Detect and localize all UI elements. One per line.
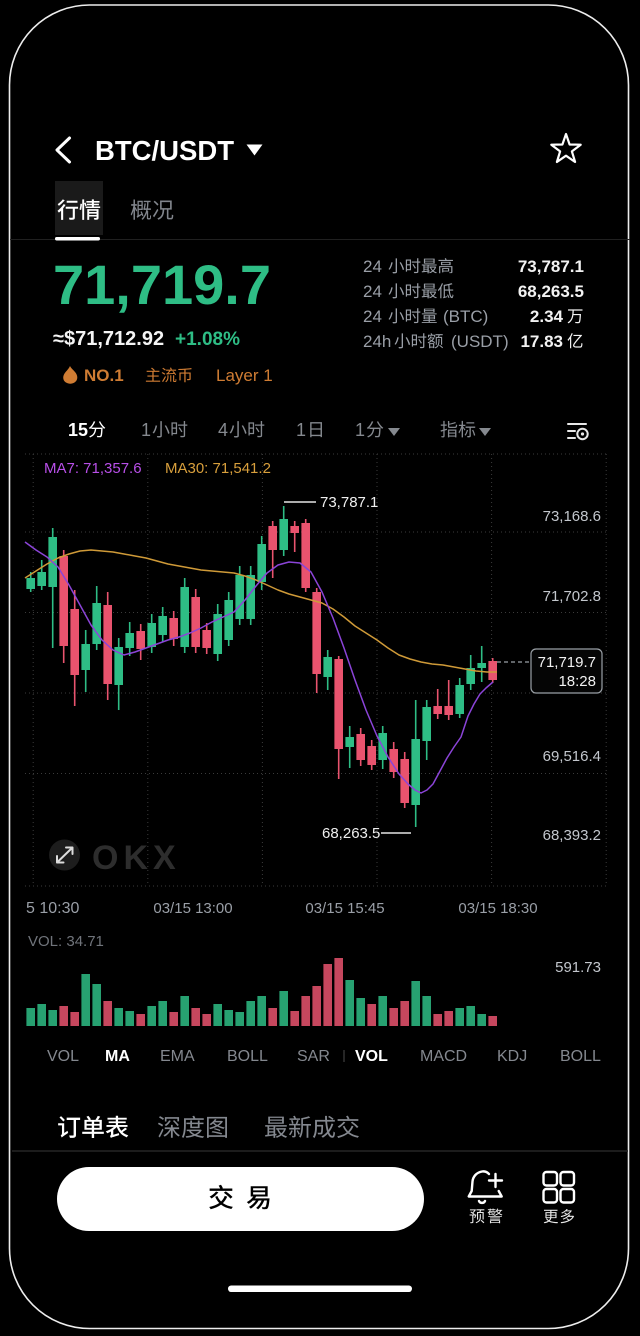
svg-text:1: 1 [355,420,365,440]
svg-text:VOL: VOL [355,1048,388,1065]
svg-text:68,263.5: 68,263.5 [518,282,584,301]
svg-text:4: 4 [218,420,228,440]
svg-text:(USDT): (USDT) [451,332,509,351]
svg-text:24: 24 [363,257,382,276]
svg-text:24: 24 [363,282,382,301]
svg-text:15: 15 [68,420,88,440]
svg-text:BTC/USDT: BTC/USDT [95,135,234,166]
svg-text:69,516.4: 69,516.4 [543,748,601,765]
svg-text:71,719.7: 71,719.7 [538,654,596,671]
svg-text:5 10:30: 5 10:30 [26,900,79,917]
svg-text:MA7: 71,357.6: MA7: 71,357.6 [44,460,142,477]
svg-text:68,263.5: 68,263.5 [322,825,380,842]
svg-text:(BTC): (BTC) [443,307,488,326]
svg-text:73,168.6: 73,168.6 [543,508,601,525]
svg-text:71,702.8: 71,702.8 [543,588,601,605]
svg-text:BOLL: BOLL [560,1048,601,1065]
svg-text:03/15 15:45: 03/15 15:45 [305,900,384,917]
svg-text:NO.1: NO.1 [84,366,124,385]
svg-text:71,719.7: 71,719.7 [53,253,271,316]
svg-text:24: 24 [363,307,382,326]
svg-text:MACD: MACD [420,1048,467,1065]
svg-text:73,787.1: 73,787.1 [518,257,584,276]
svg-text:591.73: 591.73 [555,959,601,976]
svg-text:KDJ: KDJ [497,1048,527,1065]
svg-text:≈$71,712.92: ≈$71,712.92 [53,328,164,350]
svg-text:VOL: 34.71: VOL: 34.71 [28,933,104,950]
svg-text:1: 1 [141,420,151,440]
svg-text:03/15 13:00: 03/15 13:00 [153,900,232,917]
svg-text:2.34: 2.34 [530,307,564,326]
svg-text:Layer 1: Layer 1 [216,366,273,385]
svg-text:MA: MA [105,1048,130,1065]
svg-text:SAR: SAR [297,1048,330,1065]
svg-text:73,787.1: 73,787.1 [320,494,378,511]
svg-text:68,393.2: 68,393.2 [543,827,601,844]
svg-text:BOLL: BOLL [227,1048,268,1065]
svg-text:17.83: 17.83 [520,332,563,351]
svg-text:1: 1 [296,420,306,440]
svg-text:24h: 24h [363,332,391,351]
svg-text:OKX: OKX [92,839,181,877]
svg-text:VOL: VOL [47,1048,79,1065]
svg-text:EMA: EMA [160,1048,195,1065]
svg-text:MA30: 71,541.2: MA30: 71,541.2 [165,460,271,477]
svg-text:03/15 18:30: 03/15 18:30 [458,900,537,917]
svg-text:18:28: 18:28 [558,673,596,690]
svg-text:+1.08%: +1.08% [175,329,240,350]
